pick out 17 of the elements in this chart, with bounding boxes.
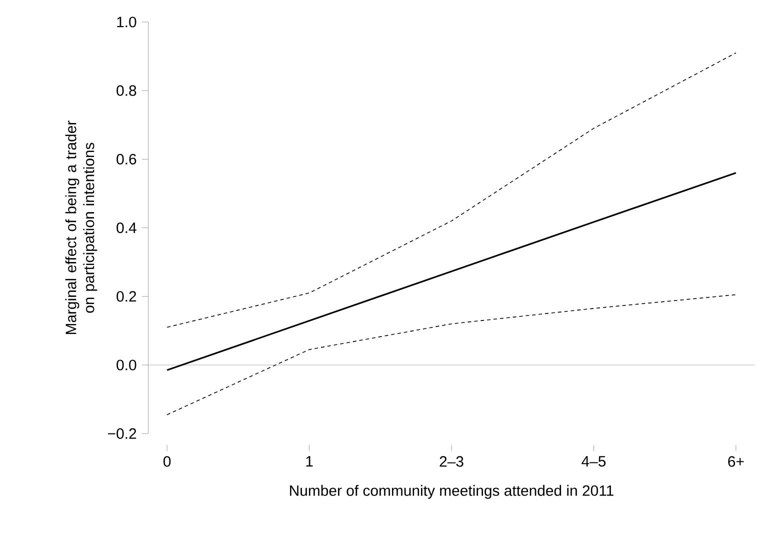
x-axis-title: Number of community meetings attended in 2011 <box>290 484 614 499</box>
x-tick-label: 4–5 <box>582 456 606 467</box>
x-tick-label: 2–3 <box>440 456 464 467</box>
x-tick-label: 6+ <box>728 456 744 467</box>
y-tick-label: 0.6 <box>116 154 136 164</box>
line-series <box>166 294 736 416</box>
y-tick-label: −0.2 <box>108 428 136 439</box>
x-tick-label: 0 <box>163 456 171 467</box>
y-tick-label: 0.4 <box>116 222 136 234</box>
line-series <box>166 52 736 328</box>
y-tick-label: 0.8 <box>116 85 136 96</box>
line-series <box>166 172 737 371</box>
x-tick-label: 1 <box>306 456 313 466</box>
y-tick-label: 0.2 <box>116 291 136 302</box>
y-tick-label: 0.0 <box>116 360 136 370</box>
y-tick-label: 1.0 <box>117 16 136 28</box>
y-axis-title: Marginal effect of being a trader on participation intentions <box>65 120 98 334</box>
